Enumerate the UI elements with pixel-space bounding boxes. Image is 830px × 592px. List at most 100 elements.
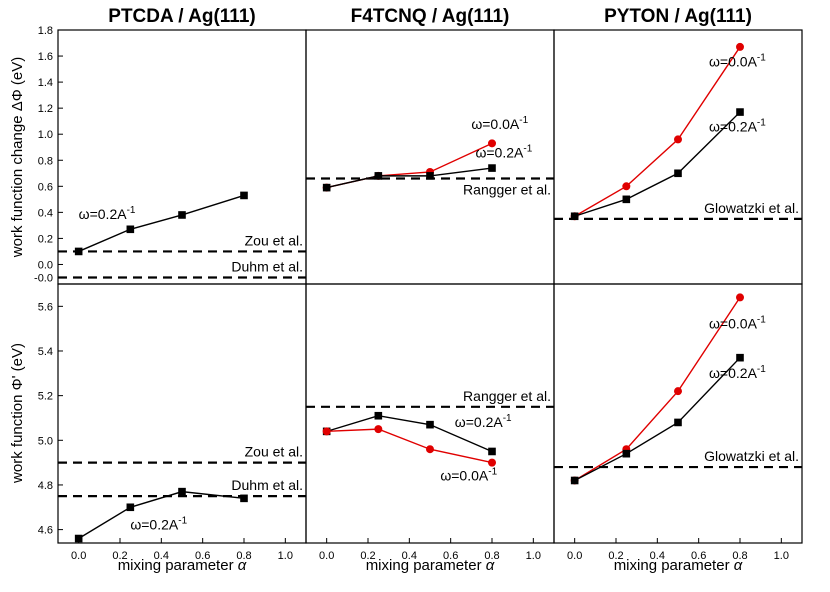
series-line	[78, 490, 245, 540]
data-point	[674, 169, 682, 178]
series-label: ω=0.2A-1	[475, 144, 532, 161]
y-tick-label: 0.4	[38, 207, 53, 219]
reference-label: Glowatzki et al.	[704, 200, 799, 216]
series-label-sup: -1	[519, 115, 528, 126]
x-tick-label: 0.0	[71, 550, 86, 562]
panel-PYTON-bottom: 0.0 0.2 0.4 0.6 0.8 1.0 Glowatzki et al. ω=0.0A…	[553, 283, 803, 562]
xlabel-left-text: mixing parameter	[118, 557, 238, 574]
data-point	[240, 191, 248, 200]
xlabel-left-symbol: α	[238, 557, 247, 574]
xlabel-left: mixing parameter α	[118, 557, 247, 574]
x-tick-label: 0.8	[732, 550, 747, 562]
data-point	[374, 411, 383, 420]
series-line	[326, 415, 493, 453]
data-point	[322, 183, 331, 192]
x-tick-label: 1.0	[278, 550, 293, 562]
data-point	[674, 387, 682, 396]
y-tick-label: 4.8	[38, 480, 53, 492]
data-point	[570, 212, 579, 221]
series-line	[326, 167, 493, 189]
series-label-text: ω=0.0A	[709, 53, 758, 69]
data-point	[488, 139, 496, 148]
data-point	[322, 427, 331, 436]
series-label-sup: -1	[503, 413, 512, 424]
series-label: ω=0.0A-1	[471, 115, 528, 132]
y-tick-label: 5.4	[38, 346, 53, 358]
reference-label: Duhm et al.	[231, 258, 303, 274]
y-tick-label: 1.6	[38, 51, 53, 63]
data-point	[178, 487, 186, 496]
x-tick-label: 1.0	[774, 550, 789, 562]
y-tick-label: 1.2	[38, 103, 53, 115]
series-line	[574, 357, 741, 482]
column-title-ptcda: PTCDA / Ag(111)	[108, 6, 255, 27]
y-tick-label: 1.8	[38, 25, 53, 37]
data-point	[674, 418, 682, 427]
series-label: ω=0.2A-1	[79, 205, 136, 222]
reference-label: Zou et al.	[245, 232, 303, 248]
x-tick-label: 0.6	[691, 550, 706, 562]
column-titles: PTCDA / Ag(111) F4TCNQ / Ag(111) PYTON /…	[108, 6, 752, 27]
y-tick-label: 1.4	[38, 77, 53, 89]
xlabel-right-text: mixing parameter	[614, 557, 734, 574]
series-label-sup: -1	[757, 315, 766, 326]
series-label: ω=0.2A-1	[455, 413, 512, 430]
x-tick-label: 1.0	[526, 550, 541, 562]
series-label: ω=0.0A-1	[709, 52, 766, 69]
data-point	[126, 225, 135, 234]
data-point	[488, 447, 496, 456]
data-point	[736, 293, 744, 302]
series-label-sup: -1	[127, 205, 136, 216]
panel-frame	[553, 29, 803, 285]
y-tick-label: 4.6	[38, 525, 53, 537]
x-tick-label: 0.6	[195, 550, 210, 562]
series-label-text: ω=0.2A	[130, 517, 179, 533]
data-point	[488, 458, 496, 467]
y-tick-label: 1.0	[38, 129, 53, 141]
data-point	[736, 353, 744, 362]
data-point	[622, 449, 631, 458]
xlabel-middle-text: mixing parameter	[366, 557, 486, 574]
y-tick-label: 0.8	[38, 155, 53, 167]
data-point	[622, 195, 631, 204]
series-label-sup: -1	[178, 516, 187, 527]
x-tick-label: 0.4	[154, 550, 169, 562]
series-label: ω=0.2A-1	[130, 516, 187, 533]
data-point	[126, 503, 135, 512]
series-label-text: ω=0.0A	[440, 467, 489, 483]
data-point	[374, 425, 383, 434]
series-label-text: ω=0.0A	[471, 116, 520, 132]
data-point	[240, 494, 248, 503]
data-point	[622, 182, 631, 191]
x-tick-label: 0.2	[360, 550, 375, 562]
series-label-sup: -1	[757, 52, 766, 63]
y-tick-label: 0.6	[38, 181, 53, 193]
panel-PYTON-top: Glowatzki et al. ω=0.0A-1 ω=0.2A-1	[553, 29, 803, 285]
series-label-text: ω=0.2A	[79, 206, 128, 222]
panel-F4TCNQ-top: Rangger et al.ω=0.0A-1ω=0.2A-1	[305, 29, 555, 285]
series-label-sup: -1	[488, 466, 497, 477]
y-tick-label: 0.0	[38, 259, 53, 271]
xlabel-middle-symbol: α	[486, 557, 495, 574]
panel-PTCDA-bottom: 4.6 4.8 5.0 5.2 5.4 5.6 0.0 0.2 0.4 0.6 0.8 1.0 Zou …	[38, 283, 307, 562]
x-tick-label: 0.0	[567, 550, 582, 562]
series-label-sup: -1	[757, 364, 766, 375]
column-title-pyton: PYTON / Ag(111)	[604, 6, 752, 27]
y-tick-label: 0.2	[38, 233, 53, 245]
series-label-sup: -1	[523, 144, 532, 155]
data-point	[178, 211, 186, 219]
series-label-text: ω=0.0A	[709, 316, 758, 332]
data-point	[426, 445, 434, 454]
series-line	[574, 46, 741, 217]
panel-frame	[57, 283, 307, 544]
data-point	[74, 534, 83, 543]
series-label: ω=0.2A-1	[709, 118, 766, 135]
data-point	[74, 247, 83, 256]
data-point	[674, 135, 682, 144]
series-label-text: ω=0.2A	[475, 145, 524, 161]
series-label-text: ω=0.2A	[709, 365, 758, 381]
x-tick-label: 0.4	[402, 550, 417, 562]
x-tick-label: 0.8	[484, 550, 499, 562]
